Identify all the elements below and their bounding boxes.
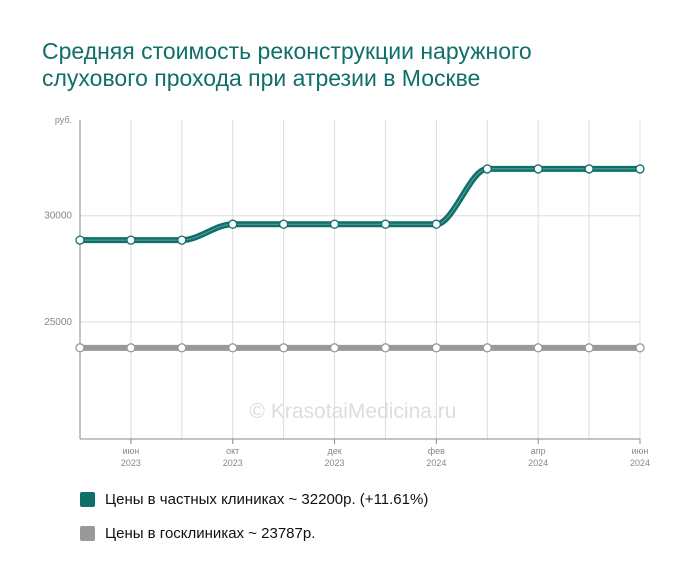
x-tick-label: апр (531, 446, 546, 456)
data-point-private (635, 164, 645, 174)
grid (79, 120, 641, 439)
data-point-private (329, 219, 340, 229)
data-point-public (278, 343, 289, 353)
data-point-private (75, 235, 85, 245)
series-line-private (79, 165, 640, 244)
x-tick-label: 2023 (325, 458, 345, 468)
series-layer (75, 164, 645, 353)
data-point-private (126, 235, 136, 245)
data-point-public (228, 343, 238, 353)
data-point-public (635, 343, 645, 353)
data-point-public (431, 343, 442, 353)
x-tick-label: фев (428, 446, 445, 456)
data-point-private (533, 164, 543, 174)
data-point-private (228, 219, 238, 229)
x-tick-label: 2024 (630, 458, 650, 468)
x-tick-label: дек (327, 446, 341, 456)
legend-label-private: Цены в частных клиниках ~ 32200р. (+11.6… (105, 491, 429, 508)
x-tick-label: 2024 (426, 458, 446, 468)
legend-item-public[interactable]: Цены в госклиниках ~ 23787р. (80, 525, 315, 542)
data-point-private (278, 219, 289, 229)
legend-label-public: Цены в госклиниках ~ 23787р. (105, 525, 316, 542)
data-point-public (126, 343, 136, 353)
data-point-private (177, 235, 187, 245)
legend-swatch-private (80, 492, 95, 507)
x-tick-label: 2023 (223, 458, 243, 468)
x-tick-label: 2023 (121, 458, 141, 468)
data-point-private (482, 164, 492, 174)
data-point-private (431, 219, 442, 229)
data-point-public (75, 343, 85, 353)
data-point-public (482, 343, 492, 353)
x-tick-label: июн (123, 446, 140, 456)
x-tick-label: июн (632, 446, 649, 456)
x-tick-label: 2024 (528, 458, 548, 468)
watermark: © KrasotaiMedicina.ru (250, 400, 457, 423)
data-point-public (177, 343, 187, 353)
legend-swatch-public (80, 526, 95, 541)
chart-title: Средняя стоимость реконструкции наружног… (42, 38, 532, 91)
y-tick-label: 25000 (44, 317, 72, 328)
x-tick-label: окт (226, 446, 239, 456)
data-point-public (584, 343, 594, 353)
data-point-public (533, 343, 543, 353)
legend-item-private[interactable]: Цены в частных клиниках ~ 32200р. (+11.6… (80, 491, 428, 508)
data-point-public (380, 343, 391, 353)
data-point-private (380, 219, 391, 229)
y-axis-label: руб. (55, 115, 72, 125)
data-point-public (329, 343, 340, 353)
axes: 30000 25000 руб. июн 2023 окт 2023 дек 2023 фев 20… (44, 115, 650, 468)
data-point-private (584, 164, 594, 174)
series-line-highlight (79, 168, 640, 241)
y-tick-label: 30000 (44, 211, 72, 222)
